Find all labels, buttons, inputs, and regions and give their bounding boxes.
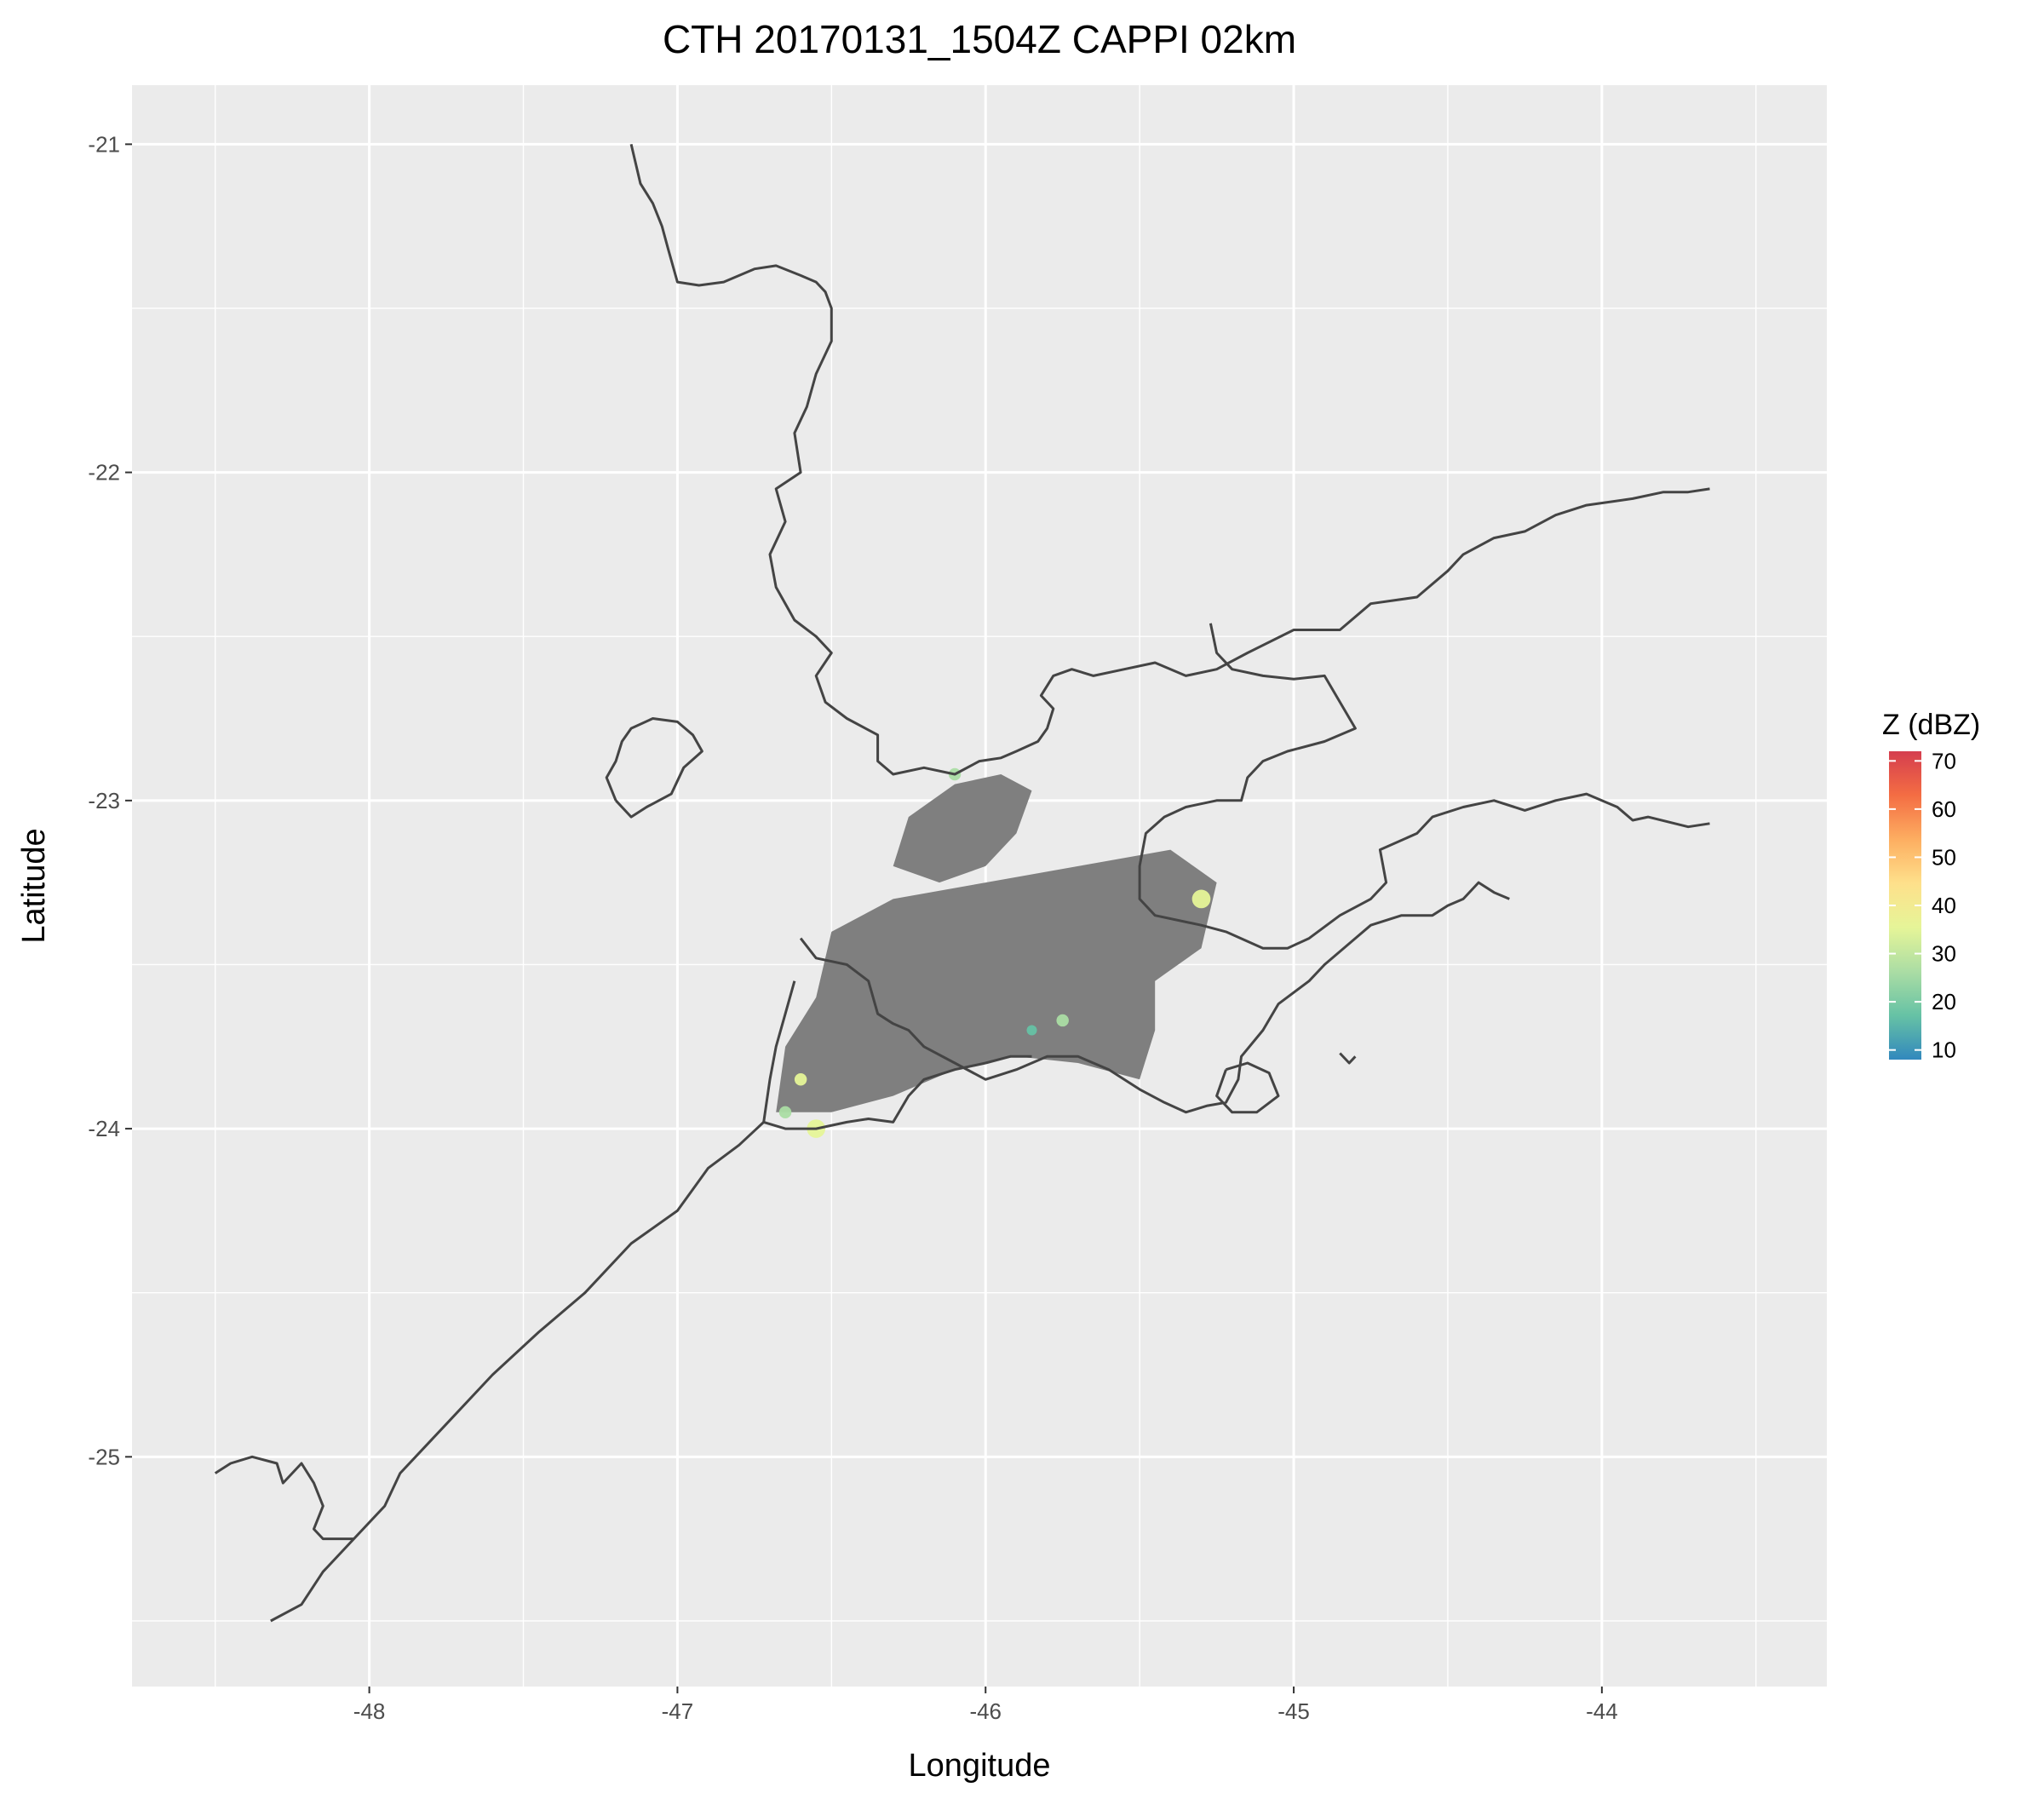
echo-cell-4 [794,1073,807,1086]
coastline-6 [214,1455,354,1541]
coastline-4 [762,980,1032,1130]
x-tick-label: -45 [1278,1698,1310,1724]
y-axis-ticks: -21 -22 -23 -24 -25 [88,131,132,1469]
coastline-7 [1339,1052,1357,1065]
coastline-1 [1138,623,1710,950]
legend-tick-label: 40 [1932,893,1956,918]
coastline-5 [270,1121,765,1623]
y-tick-label: -23 [88,788,120,813]
echo-cell-2 [1191,889,1211,909]
y-axis-title: Latitude [16,828,52,943]
coastline-0 [629,143,1710,776]
y-tick-label: -24 [88,1116,120,1141]
map-title: CTH 20170131_1504Z CAPPI 02km [663,17,1296,61]
legend-tick-label: 70 [1932,748,1956,773]
coastlines [214,143,1710,1623]
y-tick-label: -22 [88,460,120,486]
x-tick-label: -46 [969,1698,1002,1724]
legend-tick-label: 20 [1932,989,1956,1014]
x-tick-label: -47 [662,1698,694,1724]
coastline-8 [1215,1061,1280,1114]
x-tick-label: -44 [1586,1698,1618,1724]
y-tick-label: -21 [88,131,120,157]
legend-tick-label: 50 [1932,844,1956,870]
legend-tick-label: 30 [1932,941,1956,967]
echo-cell-8 [1026,1025,1037,1036]
coastline-3 [799,881,1510,1114]
colorbar-legend: Z (dBZ) 70 60 50 40 30 20 10 [1882,709,1980,1063]
echo-region-1 [893,774,1032,883]
legend-title: Z (dBZ) [1882,709,1980,741]
echo-cell-6 [778,1106,792,1119]
echo-cell-5 [1056,1014,1069,1027]
radar-echoes [776,767,1217,1138]
x-axis-title: Longitude [909,1748,1051,1784]
legend-tick-label: 60 [1932,796,1956,822]
x-axis-ticks: -48 -47 -46 -45 -44 [353,1687,1618,1724]
grid-minor [132,85,1827,1687]
echo-region-0 [776,849,1217,1112]
colorbar-ticks: 70 60 50 40 30 20 10 [1889,748,1956,1063]
x-tick-label: -48 [353,1698,386,1724]
y-tick-label: -25 [88,1444,120,1469]
coastline-2 [605,717,703,819]
legend-tick-label: 10 [1932,1037,1956,1063]
